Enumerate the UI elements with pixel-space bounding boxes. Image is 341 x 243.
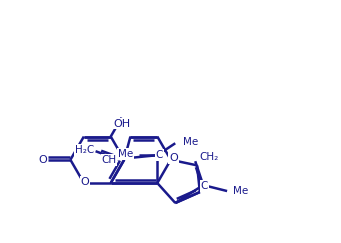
Text: O: O [80,177,89,187]
Text: Me: Me [183,137,198,147]
Text: C: C [201,181,208,191]
Text: OH: OH [113,119,130,129]
Text: Me: Me [233,186,248,196]
Text: O: O [38,155,47,165]
Text: Me: Me [118,149,133,159]
Text: CH: CH [101,155,117,165]
Text: H₂C: H₂C [75,145,94,155]
Text: CH₂: CH₂ [199,152,219,162]
Text: O: O [169,153,178,163]
Text: C: C [155,150,163,160]
